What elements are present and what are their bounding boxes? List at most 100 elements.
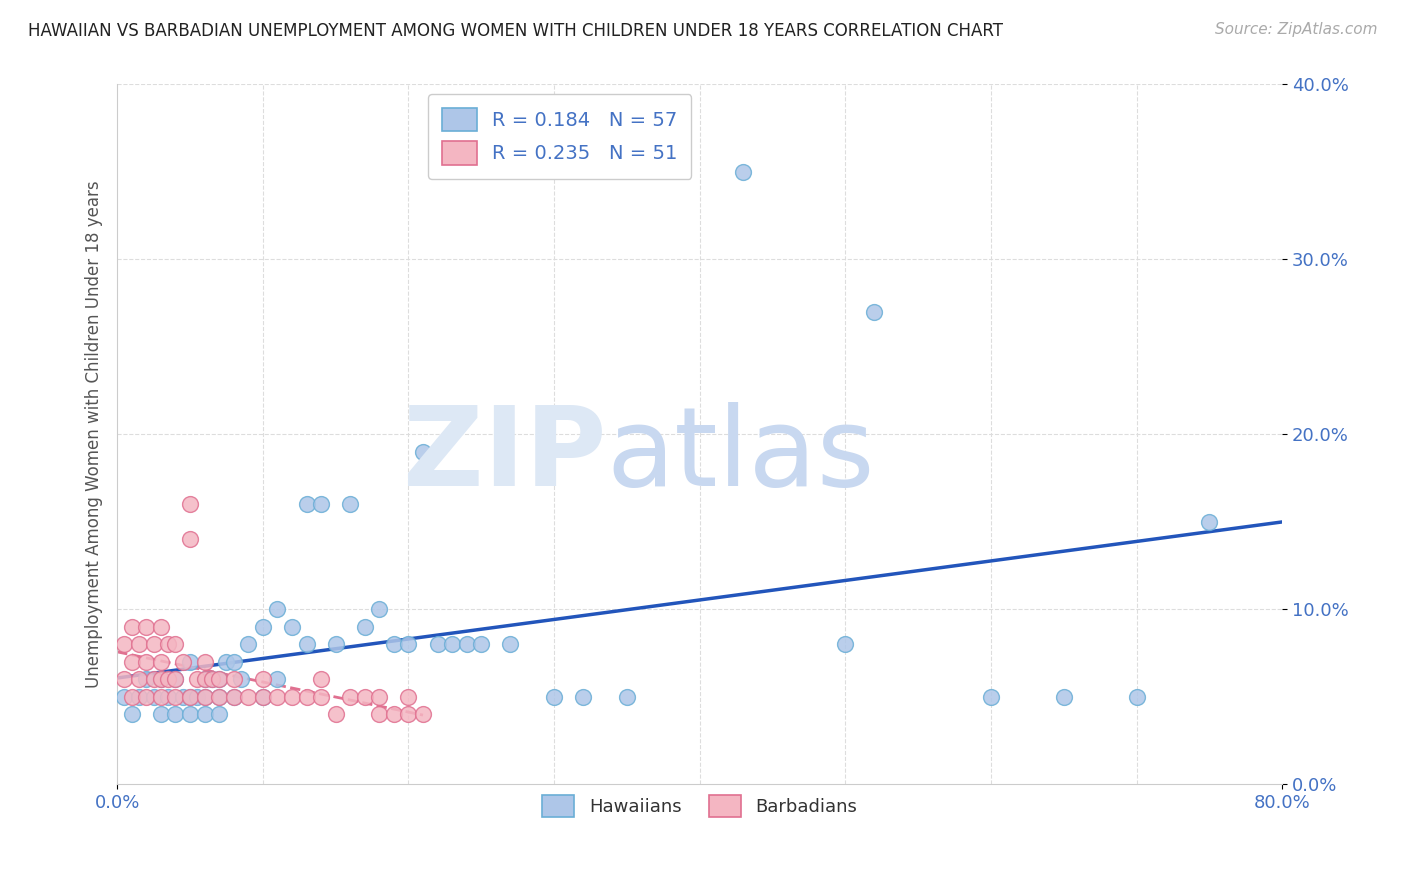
Point	[266, 690, 288, 704]
Point	[238, 637, 260, 651]
Point	[114, 637, 136, 651]
Point	[193, 673, 215, 687]
Point	[834, 637, 856, 651]
Point	[281, 620, 304, 634]
Point	[149, 655, 172, 669]
Point	[309, 673, 332, 687]
Point	[368, 707, 391, 722]
Point	[208, 673, 231, 687]
Point	[252, 620, 274, 634]
Point	[572, 690, 595, 704]
Point	[149, 690, 172, 704]
Point	[281, 690, 304, 704]
Point	[193, 673, 215, 687]
Point	[1125, 690, 1147, 704]
Point	[165, 673, 187, 687]
Point	[114, 673, 136, 687]
Point	[121, 620, 143, 634]
Point	[179, 533, 201, 547]
Point	[382, 637, 405, 651]
Point	[412, 445, 434, 459]
Text: Source: ZipAtlas.com: Source: ZipAtlas.com	[1215, 22, 1378, 37]
Point	[165, 673, 187, 687]
Point	[295, 637, 318, 651]
Point	[157, 690, 180, 704]
Point	[252, 673, 274, 687]
Point	[252, 690, 274, 704]
Point	[201, 673, 224, 687]
Point	[353, 690, 375, 704]
Point	[309, 498, 332, 512]
Point	[368, 602, 391, 616]
Point	[142, 637, 165, 651]
Point	[135, 620, 157, 634]
Point	[339, 498, 361, 512]
Point	[980, 690, 1002, 704]
Point	[863, 305, 886, 319]
Point	[149, 673, 172, 687]
Point	[121, 655, 143, 669]
Point	[186, 673, 208, 687]
Point	[222, 690, 245, 704]
Point	[412, 707, 434, 722]
Point	[149, 707, 172, 722]
Point	[135, 655, 157, 669]
Point	[172, 690, 194, 704]
Point	[208, 690, 231, 704]
Point	[193, 690, 215, 704]
Point	[165, 690, 187, 704]
Point	[121, 707, 143, 722]
Point	[325, 707, 347, 722]
Point	[128, 637, 150, 651]
Point	[121, 690, 143, 704]
Legend: Hawaiians, Barbadians: Hawaiians, Barbadians	[534, 788, 865, 824]
Y-axis label: Unemployment Among Women with Children Under 18 years: Unemployment Among Women with Children U…	[86, 180, 103, 689]
Point	[295, 690, 318, 704]
Point	[499, 637, 522, 651]
Point	[165, 637, 187, 651]
Point	[208, 673, 231, 687]
Point	[193, 707, 215, 722]
Point	[309, 690, 332, 704]
Point	[353, 620, 375, 634]
Point	[149, 673, 172, 687]
Point	[135, 690, 157, 704]
Point	[222, 655, 245, 669]
Point	[368, 690, 391, 704]
Point	[1053, 690, 1076, 704]
Point	[179, 498, 201, 512]
Point	[1198, 515, 1220, 529]
Point	[222, 673, 245, 687]
Point	[179, 690, 201, 704]
Point	[208, 707, 231, 722]
Point	[215, 655, 238, 669]
Text: atlas: atlas	[606, 402, 875, 509]
Point	[179, 707, 201, 722]
Point	[135, 673, 157, 687]
Point	[172, 655, 194, 669]
Point	[142, 673, 165, 687]
Point	[165, 707, 187, 722]
Point	[733, 165, 755, 179]
Text: ZIP: ZIP	[404, 402, 606, 509]
Point	[179, 655, 201, 669]
Point	[382, 707, 405, 722]
Point	[114, 690, 136, 704]
Point	[128, 673, 150, 687]
Point	[398, 690, 420, 704]
Point	[398, 707, 420, 722]
Point	[193, 690, 215, 704]
Text: HAWAIIAN VS BARBADIAN UNEMPLOYMENT AMONG WOMEN WITH CHILDREN UNDER 18 YEARS CORR: HAWAIIAN VS BARBADIAN UNEMPLOYMENT AMONG…	[28, 22, 1002, 40]
Point	[201, 673, 224, 687]
Point	[295, 498, 318, 512]
Point	[193, 655, 215, 669]
Point	[128, 690, 150, 704]
Point	[179, 690, 201, 704]
Point	[157, 637, 180, 651]
Point	[325, 637, 347, 651]
Point	[266, 673, 288, 687]
Point	[149, 620, 172, 634]
Point	[616, 690, 638, 704]
Point	[142, 690, 165, 704]
Point	[456, 637, 478, 651]
